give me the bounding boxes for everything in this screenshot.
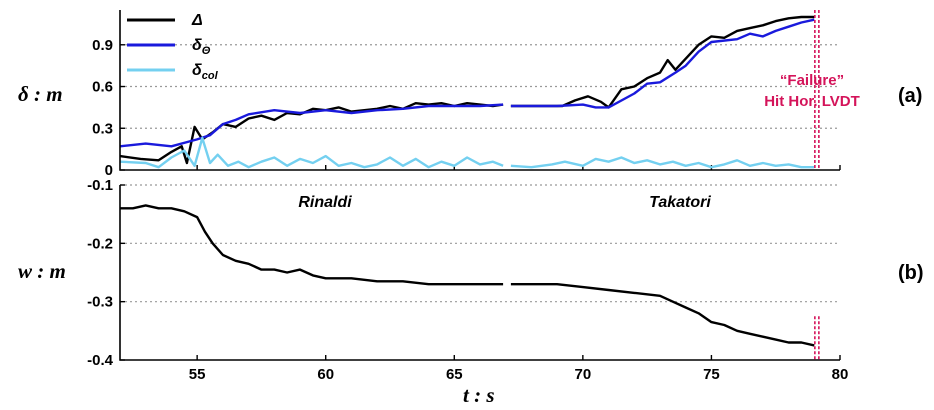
ytick-label: 0.6 xyxy=(92,79,113,96)
xtick-label: 55 xyxy=(189,366,206,383)
failure-marker-b xyxy=(814,316,820,360)
panel-label-a: (a) xyxy=(898,85,922,107)
series-line xyxy=(510,18,815,109)
xtick-label: 65 xyxy=(446,366,463,383)
panel-label-b: (b) xyxy=(898,262,924,284)
panel-a: 0 0.3 0.6 0.9 Δ δΘ δcol δ : m (a) “Failure”… xyxy=(18,10,922,179)
series-line xyxy=(119,103,504,148)
xtick-label: 80 xyxy=(832,366,849,383)
ytick-label: 0.9 xyxy=(92,37,113,54)
xtick-label: 70 xyxy=(575,366,592,383)
failure-label-line2: Hit Hor. LVDT xyxy=(764,93,860,110)
series-line xyxy=(510,283,815,347)
legend: Δ δΘ δcol xyxy=(127,12,219,82)
legend-label-delta: Δ xyxy=(191,12,203,29)
series-a xyxy=(119,15,815,169)
annotation-rinaldi: Rinaldi xyxy=(298,194,352,211)
series-line xyxy=(510,156,815,169)
series-line xyxy=(510,15,815,109)
series-line xyxy=(120,204,504,286)
panel-b: -0.1 -0.2 -0.3 -0.4 55 60 65 70 75 80 w : m t : … xyxy=(18,177,924,407)
yticks-b: -0.1 -0.2 -0.3 -0.4 xyxy=(87,177,125,369)
series-line xyxy=(119,136,504,169)
ytick-label: -0.2 xyxy=(87,235,113,252)
ylabel-b: w : m xyxy=(18,259,66,283)
ylabel-a: δ : m xyxy=(18,82,63,106)
grid-b xyxy=(120,184,840,303)
series-b xyxy=(120,204,815,347)
xtick-label: 60 xyxy=(317,366,334,383)
xtick-label: 75 xyxy=(703,366,720,383)
failure-label-line1: “Failure” xyxy=(780,72,844,89)
legend-label-theta: δΘ xyxy=(192,37,211,57)
grid-a xyxy=(120,44,840,129)
axis-a xyxy=(119,10,840,171)
axis-b xyxy=(119,185,840,361)
ytick-label: -0.1 xyxy=(87,177,113,194)
ytick-label: -0.3 xyxy=(87,294,113,311)
xlabel: t : s xyxy=(463,383,495,407)
yticks-a: 0 0.3 0.6 0.9 xyxy=(92,37,841,179)
annotation-takatori: Takatori xyxy=(649,194,711,211)
ytick-label: 0 xyxy=(105,162,113,179)
ytick-label: 0.3 xyxy=(92,120,113,137)
legend-label-col: δcol xyxy=(192,62,219,82)
failure-marker-a xyxy=(814,10,820,170)
xticks-b: 55 60 65 70 75 80 xyxy=(189,355,849,383)
ytick-label: -0.4 xyxy=(87,352,114,369)
